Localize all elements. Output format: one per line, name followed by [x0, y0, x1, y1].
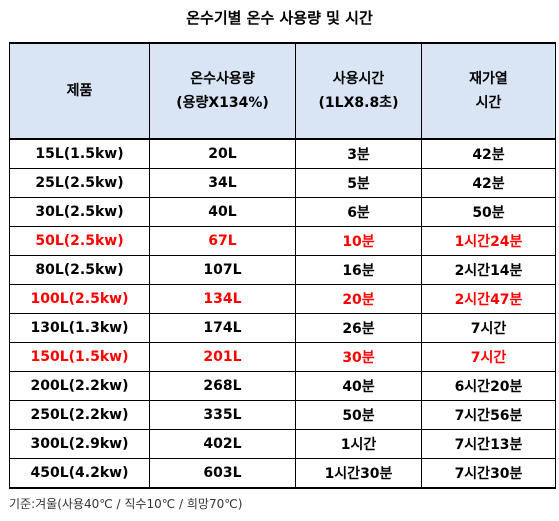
cell-volume: 335L [149, 400, 296, 430]
cell-reheat: 6시간20분 [421, 371, 556, 401]
cell-volume: 603L [149, 458, 296, 489]
header-reheat: 재가열 시간 [421, 42, 556, 140]
header-volume-line2: (용량X134%) [176, 95, 269, 111]
cell-time: 50분 [295, 400, 422, 430]
cell-time: 40분 [295, 371, 422, 401]
cell-reheat: 7시간56분 [421, 400, 556, 430]
water-heater-table: 제품 온수사용량 (용량X134%) 사용시간 (1LX8.8초) 재가열 시간… [9, 42, 556, 489]
cell-product: 50L(2.5kw) [9, 226, 150, 256]
cell-reheat: 42분 [421, 168, 556, 198]
table-row: 100L(2.5kw) 134L 20분 2시간47분 [9, 284, 556, 314]
cell-volume: 107L [149, 255, 296, 285]
cell-volume: 134L [149, 284, 296, 314]
cell-product: 130L(1.3kw) [9, 313, 150, 343]
cell-time: 1시간30분 [295, 458, 422, 489]
cell-product: 30L(2.5kw) [9, 197, 150, 227]
cell-time: 1시간 [295, 429, 422, 459]
cell-volume: 174L [149, 313, 296, 343]
table-row: 150L(1.5kw) 201L 30분 7시간 [9, 342, 556, 372]
page-title: 온수기별 온수 사용량 및 시간 [186, 9, 373, 27]
cell-reheat: 7시간30분 [421, 458, 556, 489]
table-row: 200L(2.2kw) 268L 40분 6시간20분 [9, 371, 556, 401]
header-reheat-line1: 재가열 [469, 71, 508, 87]
cell-reheat: 1시간24분 [421, 226, 556, 256]
header-product: 제품 [9, 42, 150, 140]
table-row: 25L(2.5kw) 34L 5분 42분 [9, 168, 556, 198]
cell-volume: 268L [149, 371, 296, 401]
table-row: 130L(1.3kw) 174L 26분 7시간 [9, 313, 556, 343]
cell-time: 16분 [295, 255, 422, 285]
cell-product: 450L(4.2kw) [9, 458, 150, 489]
cell-time: 6분 [295, 197, 422, 227]
cell-product: 200L(2.2kw) [9, 371, 150, 401]
cell-reheat: 2시간14분 [421, 255, 556, 285]
table-row: 30L(2.5kw) 40L 6분 50분 [9, 197, 556, 227]
cell-reheat: 7시간 [421, 342, 556, 372]
cell-volume: 402L [149, 429, 296, 459]
table-row: 450L(4.2kw) 603L 1시간30분 7시간30분 [9, 458, 556, 489]
cell-reheat: 7시간 [421, 313, 556, 343]
cell-reheat: 2시간47분 [421, 284, 556, 314]
table-row: 15L(1.5kw) 20L 3분 42분 [9, 138, 556, 169]
cell-volume: 40L [149, 197, 296, 227]
cell-product: 25L(2.5kw) [9, 168, 150, 198]
cell-reheat: 50분 [421, 197, 556, 227]
table-row: 80L(2.5kw) 107L 16분 2시간14분 [9, 255, 556, 285]
cell-product: 15L(1.5kw) [9, 138, 150, 169]
header-volume: 온수사용량 (용량X134%) [149, 42, 296, 140]
cell-time: 20분 [295, 284, 422, 314]
cell-volume: 201L [149, 342, 296, 372]
header-time-line1: 사용시간 [332, 71, 385, 87]
table-row: 250L(2.2kw) 335L 50분 7시간56분 [9, 400, 556, 430]
cell-time: 30분 [295, 342, 422, 372]
cell-volume: 67L [149, 226, 296, 256]
cell-product: 300L(2.9kw) [9, 429, 150, 459]
cell-time: 10분 [295, 226, 422, 256]
cell-volume: 34L [149, 168, 296, 198]
header-time-line2: (1LX8.8초) [318, 95, 399, 111]
header-time: 사용시간 (1LX8.8초) [295, 42, 422, 140]
cell-time: 3분 [295, 138, 422, 169]
cell-volume: 20L [149, 138, 296, 169]
table-row: 300L(2.9kw) 402L 1시간 7시간13분 [9, 429, 556, 459]
cell-time: 5분 [295, 168, 422, 198]
cell-product: 100L(2.5kw) [9, 284, 150, 314]
footnote: 기준:겨울(사용40℃ / 직수10℃ / 희망70℃) [9, 497, 243, 511]
header-volume-line1: 온수사용량 [190, 71, 255, 87]
cell-product: 80L(2.5kw) [9, 255, 150, 285]
header-product-label: 제품 [66, 83, 93, 99]
cell-product: 250L(2.2kw) [9, 400, 150, 430]
table-header-row: 제품 온수사용량 (용량X134%) 사용시간 (1LX8.8초) 재가열 시간 [9, 42, 556, 140]
cell-time: 26분 [295, 313, 422, 343]
cell-product: 150L(1.5kw) [9, 342, 150, 372]
table-row: 50L(2.5kw) 67L 10분 1시간24분 [9, 226, 556, 256]
cell-reheat: 42분 [421, 138, 556, 169]
header-reheat-line2: 시간 [475, 95, 502, 111]
cell-reheat: 7시간13분 [421, 429, 556, 459]
